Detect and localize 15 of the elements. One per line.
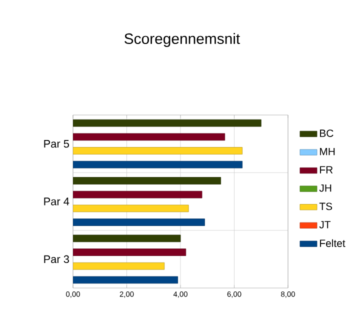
legend-label: FR bbox=[320, 166, 333, 174]
legend-label: Feltet bbox=[320, 239, 346, 247]
bar bbox=[73, 248, 186, 256]
legend-label: JT bbox=[319, 221, 331, 228]
y-tick-label: Par 4 bbox=[44, 198, 70, 206]
chart-title: Scoregennemsnit bbox=[124, 33, 240, 47]
legend-label: TS bbox=[319, 202, 332, 210]
y-tick-label: Par 5 bbox=[44, 140, 69, 148]
bar bbox=[73, 147, 243, 154]
legend-label: BC bbox=[320, 130, 334, 137]
legend-label: MH bbox=[320, 148, 335, 156]
y-tick-label: Par 3 bbox=[44, 255, 69, 264]
bar bbox=[73, 177, 222, 184]
bar bbox=[73, 218, 205, 226]
legend-label: JH bbox=[319, 184, 332, 192]
